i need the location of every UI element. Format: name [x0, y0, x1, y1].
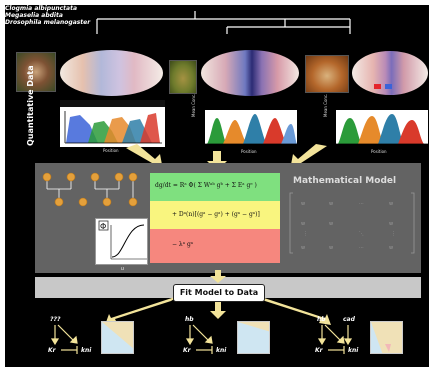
network-1-bottom-right: kni	[81, 347, 92, 354]
svg-text:⋮: ⋮	[391, 231, 396, 237]
svg-text:w: w	[301, 221, 305, 227]
equation-band-decay	[150, 229, 280, 263]
species-label-megaselia: Megaselia abdita	[5, 12, 63, 19]
svg-text:w: w	[329, 221, 333, 227]
sigmoid-plot: Φ	[95, 218, 148, 265]
network-3-bottom-left: Kr	[315, 347, 323, 354]
svg-text:⋱: ⋱	[359, 231, 364, 237]
network-3-bottom-right: kni	[348, 347, 359, 354]
weight-matrix: w w ⋯ w w w w ⋮ ⋱ ⋮ w w ⋯ w	[289, 192, 415, 254]
megaselia-expression-chart	[201, 110, 299, 148]
network-1-top-left: ???	[50, 316, 61, 323]
equation-term-3: − λᵃ gᵃ	[172, 241, 194, 248]
svg-text:⋮: ⋮	[303, 231, 308, 237]
svg-text:w: w	[389, 201, 393, 207]
clogmia-photo	[16, 52, 56, 92]
fit-model-to-data-button[interactable]: Fit Model to Data	[173, 284, 265, 302]
network-2-phase-map	[237, 321, 270, 354]
drosophila-x-axis-label: Position	[371, 149, 387, 154]
megaselia-x-axis-label: Position	[241, 149, 257, 154]
legend-swatch-blue	[385, 84, 392, 89]
svg-text:⋯: ⋯	[359, 245, 364, 251]
network-3-top-left: hb	[317, 316, 326, 323]
network-1-phase-map	[101, 321, 134, 354]
svg-text:w: w	[329, 201, 333, 207]
svg-text:w: w	[301, 245, 305, 251]
legend-swatch-red	[374, 84, 381, 89]
network-3-top-right: cad	[343, 316, 355, 323]
species-label-clogmia: Clogmia albipunctata	[5, 5, 78, 12]
megaselia-photo	[169, 60, 197, 94]
phylogeny-tree	[96, 11, 351, 34]
svg-text:w: w	[301, 201, 305, 207]
fit-arrows	[105, 270, 331, 325]
drosophila-expression-chart	[332, 110, 428, 148]
mathematical-model-title: Mathematical Model	[293, 176, 397, 186]
network-2-bottom-left: Kr	[183, 347, 191, 354]
svg-text:⋯: ⋯	[359, 201, 364, 207]
figure-panel: Clogmia albipunctata Megaselia abdita Dr…	[5, 5, 429, 367]
megaselia-embryo-image	[201, 50, 299, 96]
inferred-networks	[50, 324, 353, 354]
network-node-diagram	[42, 172, 138, 207]
svg-text:w: w	[389, 245, 393, 251]
equation-term-2: + Dᵃ(n)[(gᵃ − gᵃ) + (gᵃ − gᵃ)]	[172, 211, 260, 218]
equation-term-1: dg/dt = Rᵃ Φ( Σ Wᵃᵇ gᵇ + Σ Eᵃ gᵉ )	[155, 182, 257, 189]
sigmoid-x-label: u	[121, 266, 125, 272]
equation-block: dg/dt = Rᵃ Φ( Σ Wᵃᵇ gᵇ + Σ Eᵃ gᵉ ) + Dᵃ(…	[150, 173, 280, 263]
svg-text:w: w	[389, 221, 393, 227]
network-3-phase-map	[370, 321, 403, 354]
svg-text:w: w	[329, 245, 333, 251]
equation-band-regulation	[150, 173, 280, 201]
network-2-top-left: hb	[185, 316, 194, 323]
drosophila-photo	[305, 55, 349, 93]
network-1-bottom-left: Kr	[48, 347, 56, 354]
network-2-bottom-right: kni	[216, 347, 227, 354]
svg-text:Φ: Φ	[100, 222, 106, 231]
clogmia-expression-chart	[60, 107, 165, 147]
clogmia-embryo-image	[60, 50, 163, 96]
equation-band-diffusion	[150, 201, 280, 229]
species-label-drosophila: Drosophila melanogaster	[5, 19, 91, 26]
clogmia-x-axis-label: Position	[103, 148, 119, 153]
